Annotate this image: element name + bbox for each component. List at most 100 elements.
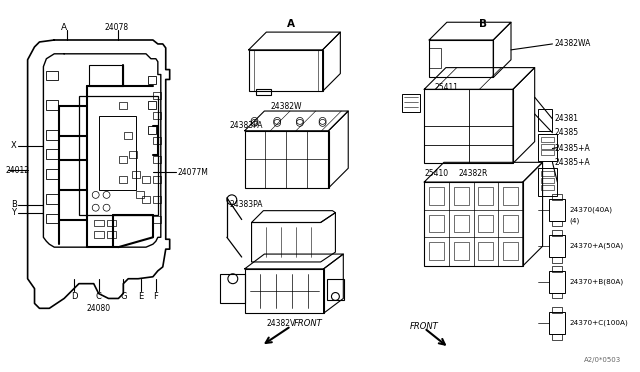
Bar xyxy=(148,126,156,134)
Bar xyxy=(454,187,468,205)
Bar xyxy=(550,199,565,221)
Bar xyxy=(541,151,554,155)
Bar xyxy=(120,176,127,183)
Bar xyxy=(454,242,468,260)
Bar xyxy=(136,191,144,198)
Text: X: X xyxy=(11,141,17,150)
Bar xyxy=(46,150,58,159)
Bar xyxy=(503,242,518,260)
Bar xyxy=(248,50,323,91)
Text: B: B xyxy=(11,200,17,209)
Bar xyxy=(552,292,563,298)
Bar xyxy=(541,185,554,190)
Bar xyxy=(552,221,563,227)
Bar xyxy=(403,94,420,112)
Bar xyxy=(541,144,554,148)
Bar xyxy=(552,257,563,263)
Bar xyxy=(326,279,344,301)
Bar xyxy=(479,215,493,232)
Bar xyxy=(503,187,518,205)
Text: 24385+A: 24385+A xyxy=(554,144,590,153)
Bar xyxy=(538,168,557,196)
Bar xyxy=(142,196,150,203)
Text: 24382WA: 24382WA xyxy=(554,39,591,48)
Bar xyxy=(120,102,127,109)
Bar xyxy=(120,156,127,163)
Bar xyxy=(46,194,58,204)
Bar xyxy=(429,187,444,205)
Text: 24080: 24080 xyxy=(86,304,111,313)
Text: 24370(40A): 24370(40A) xyxy=(569,206,612,213)
Text: 24370+A(50A): 24370+A(50A) xyxy=(569,243,623,250)
Bar xyxy=(148,77,156,84)
Text: 24382V: 24382V xyxy=(266,319,296,328)
Text: 24370+B(80A): 24370+B(80A) xyxy=(569,278,623,285)
Text: D: D xyxy=(71,292,77,301)
Text: E: E xyxy=(138,292,144,301)
Text: G: G xyxy=(120,292,127,301)
Bar xyxy=(89,65,124,86)
Text: A: A xyxy=(287,19,295,29)
Bar xyxy=(153,137,161,144)
Bar xyxy=(153,92,161,99)
Text: 24383PA: 24383PA xyxy=(230,200,263,209)
Bar xyxy=(538,109,552,131)
Bar xyxy=(129,151,137,158)
Text: 24077M: 24077M xyxy=(177,168,209,177)
Bar xyxy=(244,131,328,188)
Bar xyxy=(244,269,324,313)
Bar xyxy=(132,171,140,178)
Text: FRONT: FRONT xyxy=(410,321,438,331)
Text: 24381: 24381 xyxy=(554,115,579,124)
Bar xyxy=(46,214,58,224)
Bar xyxy=(541,171,554,176)
Text: Y: Y xyxy=(12,208,16,217)
Text: 24383PA: 24383PA xyxy=(230,121,263,130)
Bar xyxy=(153,112,161,119)
Bar xyxy=(429,242,444,260)
Bar xyxy=(46,71,58,80)
Bar xyxy=(541,178,554,183)
Bar xyxy=(46,169,58,179)
Bar xyxy=(220,274,244,304)
Bar xyxy=(124,132,132,139)
Bar xyxy=(424,182,523,266)
Bar xyxy=(153,156,161,163)
Text: 24370+C(100A): 24370+C(100A) xyxy=(569,320,628,326)
Bar xyxy=(479,187,493,205)
Bar xyxy=(503,215,518,232)
Bar xyxy=(550,312,565,334)
Text: A: A xyxy=(61,23,67,32)
Bar xyxy=(552,194,563,200)
Bar xyxy=(257,89,271,95)
Text: 25411: 25411 xyxy=(434,83,458,92)
Text: 24078: 24078 xyxy=(104,23,129,32)
Bar xyxy=(424,89,513,163)
Text: 24012: 24012 xyxy=(6,166,30,175)
Bar xyxy=(541,137,554,142)
Bar xyxy=(46,100,58,110)
Text: 25410: 25410 xyxy=(424,169,448,178)
Bar xyxy=(552,266,563,272)
Bar xyxy=(106,219,116,227)
Bar xyxy=(148,101,156,109)
Text: 24382R: 24382R xyxy=(459,169,488,178)
Bar xyxy=(153,176,161,183)
Bar xyxy=(454,215,468,232)
Bar xyxy=(550,235,565,257)
Text: 24385+A: 24385+A xyxy=(554,158,590,167)
Text: 24382W: 24382W xyxy=(270,102,302,110)
Text: F: F xyxy=(154,292,158,301)
Text: FRONT: FRONT xyxy=(294,319,323,328)
Bar xyxy=(429,215,444,232)
Bar xyxy=(142,176,150,183)
Bar xyxy=(429,40,493,77)
Text: B: B xyxy=(479,19,488,29)
Bar xyxy=(93,219,104,227)
Text: (4): (4) xyxy=(569,217,579,224)
Bar xyxy=(93,231,104,238)
Bar xyxy=(552,230,563,236)
Text: 24385: 24385 xyxy=(554,128,579,137)
Bar xyxy=(99,116,136,190)
Bar xyxy=(550,271,565,292)
